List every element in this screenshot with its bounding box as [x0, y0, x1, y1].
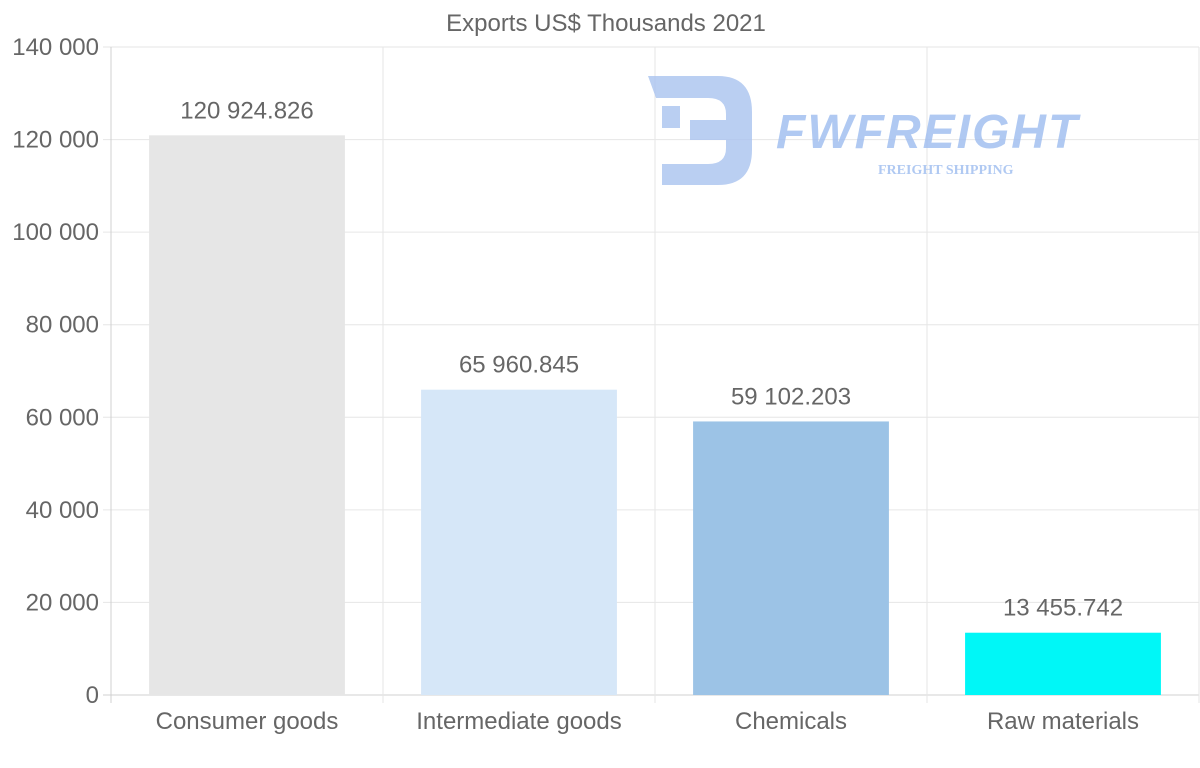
bars-layer	[149, 135, 1161, 696]
watermark: FWFREIGHT FREIGHT SHIPPING	[648, 76, 1081, 185]
x-tick-label: Intermediate goods	[416, 708, 621, 735]
x-tick-label: Consumer goods	[156, 708, 339, 735]
watermark-tagline: FREIGHT SHIPPING	[878, 163, 1014, 178]
bar-value-label: 65 960.845	[459, 352, 579, 379]
y-tick-label: 140 000	[12, 34, 99, 61]
y-tick-label: 20 000	[26, 589, 99, 616]
bar-value-label: 13 455.742	[1003, 595, 1123, 622]
y-tick-label: 120 000	[12, 127, 99, 154]
bar-raw-materials[interactable]	[965, 632, 1161, 695]
watermark-brand: FWFREIGHT	[776, 106, 1081, 159]
bar-consumer-goods[interactable]	[149, 135, 345, 696]
labels-layer: 120 924.826 65 960.845 59 102.203 13 455.74…	[180, 97, 1123, 621]
bar-chemicals[interactable]	[693, 421, 889, 695]
fw-logo-icon	[648, 76, 752, 185]
y-tick-label: 80 000	[26, 312, 99, 339]
bar-intermediate-goods[interactable]	[421, 389, 617, 695]
x-tick-label: Chemicals	[735, 708, 847, 735]
bar-value-label: 59 102.203	[731, 383, 851, 410]
y-tick-label: 60 000	[26, 404, 99, 431]
bar-value-label: 120 924.826	[180, 97, 313, 124]
chart-title: Exports US$ Thousands 2021	[446, 10, 766, 37]
y-tick-label: 40 000	[26, 497, 99, 524]
y-tick-label: 100 000	[12, 219, 99, 246]
x-axis: Consumer goods Intermediate goods Chemical…	[156, 708, 1139, 735]
y-tick-label: 0	[86, 682, 99, 709]
y-axis: 0 20 000 40 000 60 000 80 000 100 000 120 000 1…	[12, 34, 99, 709]
x-tick-label: Raw materials	[987, 708, 1139, 735]
